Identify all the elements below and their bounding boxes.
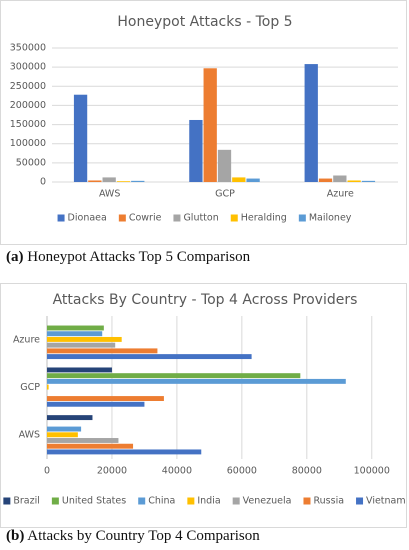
caption: (a) Honeypot Attacks Top 5 Comparison	[6, 249, 250, 266]
legend-label: Mailoney	[309, 213, 352, 224]
bar	[131, 180, 145, 182]
legend-label: Brazil	[13, 496, 40, 507]
caption: (b) Attacks by Country Top 4 Comparison	[6, 528, 260, 545]
chart-frame	[0, 283, 407, 528]
bar	[47, 336, 122, 342]
bar	[47, 354, 252, 360]
bar	[47, 432, 78, 438]
x-tick-label: 100000	[354, 466, 390, 477]
chart: Honeypot Attacks - Top 5 0 50000 100000 150…	[0, 0, 407, 245]
bar	[203, 68, 217, 182]
y-tick-label: 250000	[10, 81, 46, 92]
legend-swatch	[138, 497, 146, 505]
legend-swatch	[51, 497, 59, 505]
bar	[47, 331, 103, 337]
x-tick-label: AWS	[99, 189, 120, 200]
y-tick-label: 150000	[10, 119, 46, 130]
bar	[47, 367, 112, 373]
legend-label: China	[148, 496, 175, 507]
bar	[304, 64, 318, 182]
legend-swatch	[232, 497, 240, 505]
bar	[47, 378, 346, 384]
legend-label: Vietnam	[366, 496, 406, 507]
bar	[232, 177, 246, 182]
legend-swatch	[303, 497, 311, 505]
x-tick-label: 60000	[227, 466, 257, 477]
bar	[88, 180, 102, 182]
legend-label: Russia	[313, 496, 344, 507]
bar	[47, 396, 164, 401]
bar	[47, 426, 82, 432]
legend-swatch	[230, 214, 238, 222]
bar	[47, 415, 93, 421]
legend-label: Venezuela	[243, 496, 292, 507]
y-tick-label: GCP	[20, 382, 40, 393]
bar	[47, 325, 104, 331]
chart: Attacks By Country - Top 4 Across Provid…	[0, 283, 407, 528]
bar	[47, 384, 49, 390]
caption-text: Attacks by Country Top 4 Comparison	[27, 528, 260, 544]
y-tick-label: 300000	[10, 62, 46, 73]
x-tick-label: Azure	[327, 189, 354, 200]
y-tick-label: 0	[40, 177, 46, 188]
legend-label: United States	[62, 496, 126, 507]
legend-label: Heralding	[241, 213, 287, 224]
bar	[47, 348, 158, 354]
bar	[47, 401, 145, 407]
y-tick-label: 50000	[16, 157, 46, 168]
bar	[102, 177, 116, 182]
legend-label: India	[197, 496, 220, 507]
caption-tag: (b)	[6, 528, 25, 544]
legend-label: Glutton	[183, 213, 218, 224]
x-tick-label: 0	[44, 466, 50, 477]
caption-tag: (a)	[6, 249, 24, 265]
x-tick-label: GCP	[215, 189, 235, 200]
bar	[47, 438, 119, 443]
bar	[318, 178, 333, 182]
legend-swatch	[3, 497, 11, 505]
bar	[347, 180, 361, 182]
caption-text: Honeypot Attacks Top 5 Comparison	[27, 249, 251, 265]
x-tick-label: 80000	[292, 466, 322, 477]
y-tick-label: Azure	[13, 334, 40, 345]
y-tick-label: 200000	[10, 100, 46, 111]
legend-swatch	[187, 497, 195, 505]
bar	[47, 373, 301, 379]
legend-swatch	[356, 497, 364, 505]
bar	[116, 181, 131, 182]
bar	[361, 180, 376, 182]
bar	[47, 443, 134, 449]
bar	[333, 175, 347, 182]
bar	[47, 449, 202, 455]
legend-swatch	[57, 214, 65, 222]
chart-frame	[0, 0, 407, 245]
bar	[217, 149, 232, 182]
bar	[246, 178, 260, 182]
legend-label: Cowrie	[129, 213, 162, 224]
legend-swatch	[298, 214, 306, 222]
chart-title: Honeypot Attacks - Top 5	[117, 14, 292, 30]
bar	[73, 94, 88, 182]
y-tick-label: 350000	[10, 43, 46, 54]
legend-label: Dionaea	[68, 213, 107, 224]
bar	[47, 342, 116, 348]
y-tick-label: AWS	[19, 430, 40, 441]
chart-title: Attacks By Country - Top 4 Across Provid…	[53, 292, 358, 308]
x-tick-label: 20000	[97, 466, 127, 477]
bar	[189, 119, 203, 182]
legend-swatch	[118, 214, 126, 222]
y-tick-label: 100000	[10, 138, 46, 149]
legend-swatch	[173, 214, 181, 222]
x-tick-label: 40000	[162, 466, 192, 477]
